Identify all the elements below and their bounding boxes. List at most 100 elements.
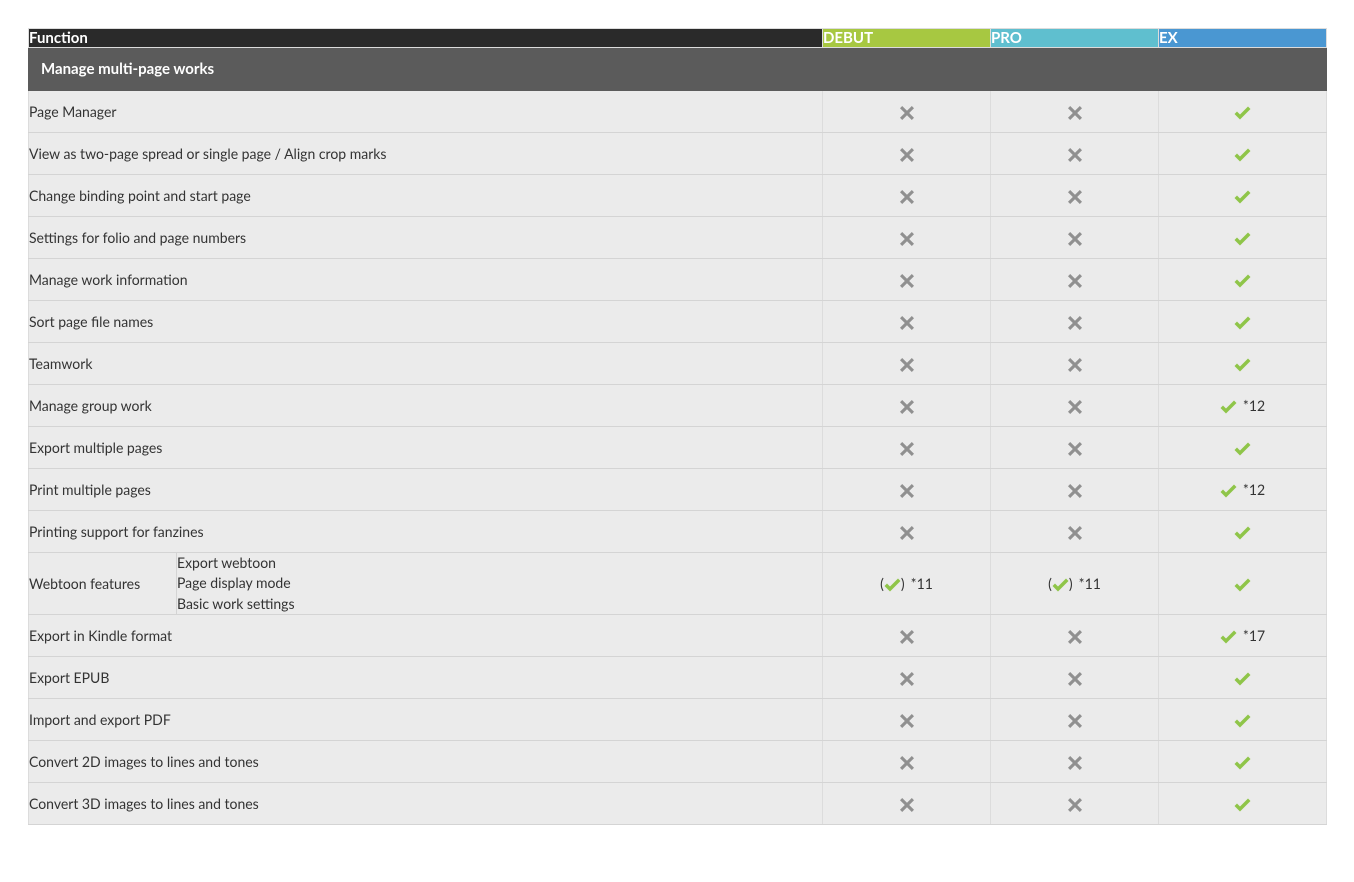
check-icon [1234,148,1251,162]
table-row: Webtoon featuresExport webtoonPage displ… [29,553,1327,615]
status-cell [991,511,1159,553]
feature-label-right: Export webtoonPage display modeBasic wor… [177,553,823,615]
table-row: View as two-page spread or single page /… [29,133,1327,175]
cross-icon [1068,400,1082,414]
status-cell [823,301,991,343]
status-cell [823,343,991,385]
cross-icon [1068,148,1082,162]
feature-label: Printing support for fanzines [29,511,823,553]
cross-icon [1068,232,1082,246]
table-row: Sort page file names [29,301,1327,343]
feature-label: Manage group work [29,385,823,427]
table-row: Printing support for fanzines [29,511,1327,553]
status-cell: *17 [1159,614,1327,656]
table-row: Teamwork [29,343,1327,385]
feature-sub-line: Page display mode [177,573,822,593]
check-icon [1234,316,1251,330]
cell-note: *12 [1243,397,1265,414]
cross-icon [900,400,914,414]
feature-label: Change binding point and start page [29,175,823,217]
status-cell [823,217,991,259]
check-icon [1234,232,1251,246]
status-cell [1159,511,1327,553]
table-row: Manage work information [29,259,1327,301]
section-row: Manage multi-page works [29,48,1327,91]
table-row: Change binding point and start page [29,175,1327,217]
feature-label: Manage work information [29,259,823,301]
check-icon [1234,672,1251,686]
check-icon [1234,714,1251,728]
cross-icon [900,358,914,372]
status-cell [991,385,1159,427]
cross-icon [900,274,914,288]
cross-icon [1068,798,1082,812]
status-cell [823,427,991,469]
status-cell [991,91,1159,133]
status-cell [823,469,991,511]
cross-icon [1068,274,1082,288]
cross-icon [900,798,914,812]
check-icon [884,578,901,592]
table-row: Page Manager [29,91,1327,133]
check-icon [1234,106,1251,120]
cross-icon [1068,106,1082,120]
status-cell [991,133,1159,175]
check-icon [1220,630,1237,644]
status-cell [1159,553,1327,615]
header-function: Function [29,29,823,48]
cross-icon [1068,484,1082,498]
status-cell: *12 [1159,385,1327,427]
feature-label: Print multiple pages [29,469,823,511]
table-row: Manage group work *12 [29,385,1327,427]
status-cell [991,343,1159,385]
status-cell [991,259,1159,301]
check-icon [1234,798,1251,812]
cross-icon [900,106,914,120]
check-icon [1220,400,1237,414]
status-cell: ()*11 [823,553,991,615]
cross-icon [900,148,914,162]
cross-icon [900,756,914,770]
status-cell [991,217,1159,259]
feature-label: View as two-page spread or single page /… [29,133,823,175]
feature-label: Convert 2D images to lines and tones [29,740,823,782]
cross-icon [1068,526,1082,540]
feature-label: Sort page file names [29,301,823,343]
header-plan-debut: DEBUT [823,29,991,48]
check-icon [1234,526,1251,540]
cell-note: *11 [911,575,933,592]
status-cell [991,698,1159,740]
status-cell [823,175,991,217]
check-icon [1234,358,1251,372]
status-cell [823,133,991,175]
status-cell [1159,782,1327,824]
status-cell [823,385,991,427]
cell-note: *11 [1079,575,1101,592]
cell-note: *12 [1243,481,1265,498]
feature-sub-line: Export webtoon [177,553,822,573]
cross-icon [900,672,914,686]
cross-icon [900,190,914,204]
feature-label: Teamwork [29,343,823,385]
cross-icon [1068,316,1082,330]
status-cell [823,656,991,698]
status-cell [991,175,1159,217]
status-cell [1159,740,1327,782]
feature-label-left: Webtoon features [29,553,177,615]
cross-icon [1068,358,1082,372]
cross-icon [900,442,914,456]
status-cell [1159,698,1327,740]
status-cell [823,698,991,740]
table-row: Settings for folio and page numbers [29,217,1327,259]
status-cell [1159,301,1327,343]
status-cell: ()*11 [991,553,1159,615]
cross-icon [900,526,914,540]
status-cell [1159,133,1327,175]
status-cell [1159,217,1327,259]
status-cell [991,301,1159,343]
cross-icon [900,316,914,330]
feature-label: Export EPUB [29,656,823,698]
cross-icon [1068,672,1082,686]
cross-icon [900,232,914,246]
status-cell [1159,91,1327,133]
